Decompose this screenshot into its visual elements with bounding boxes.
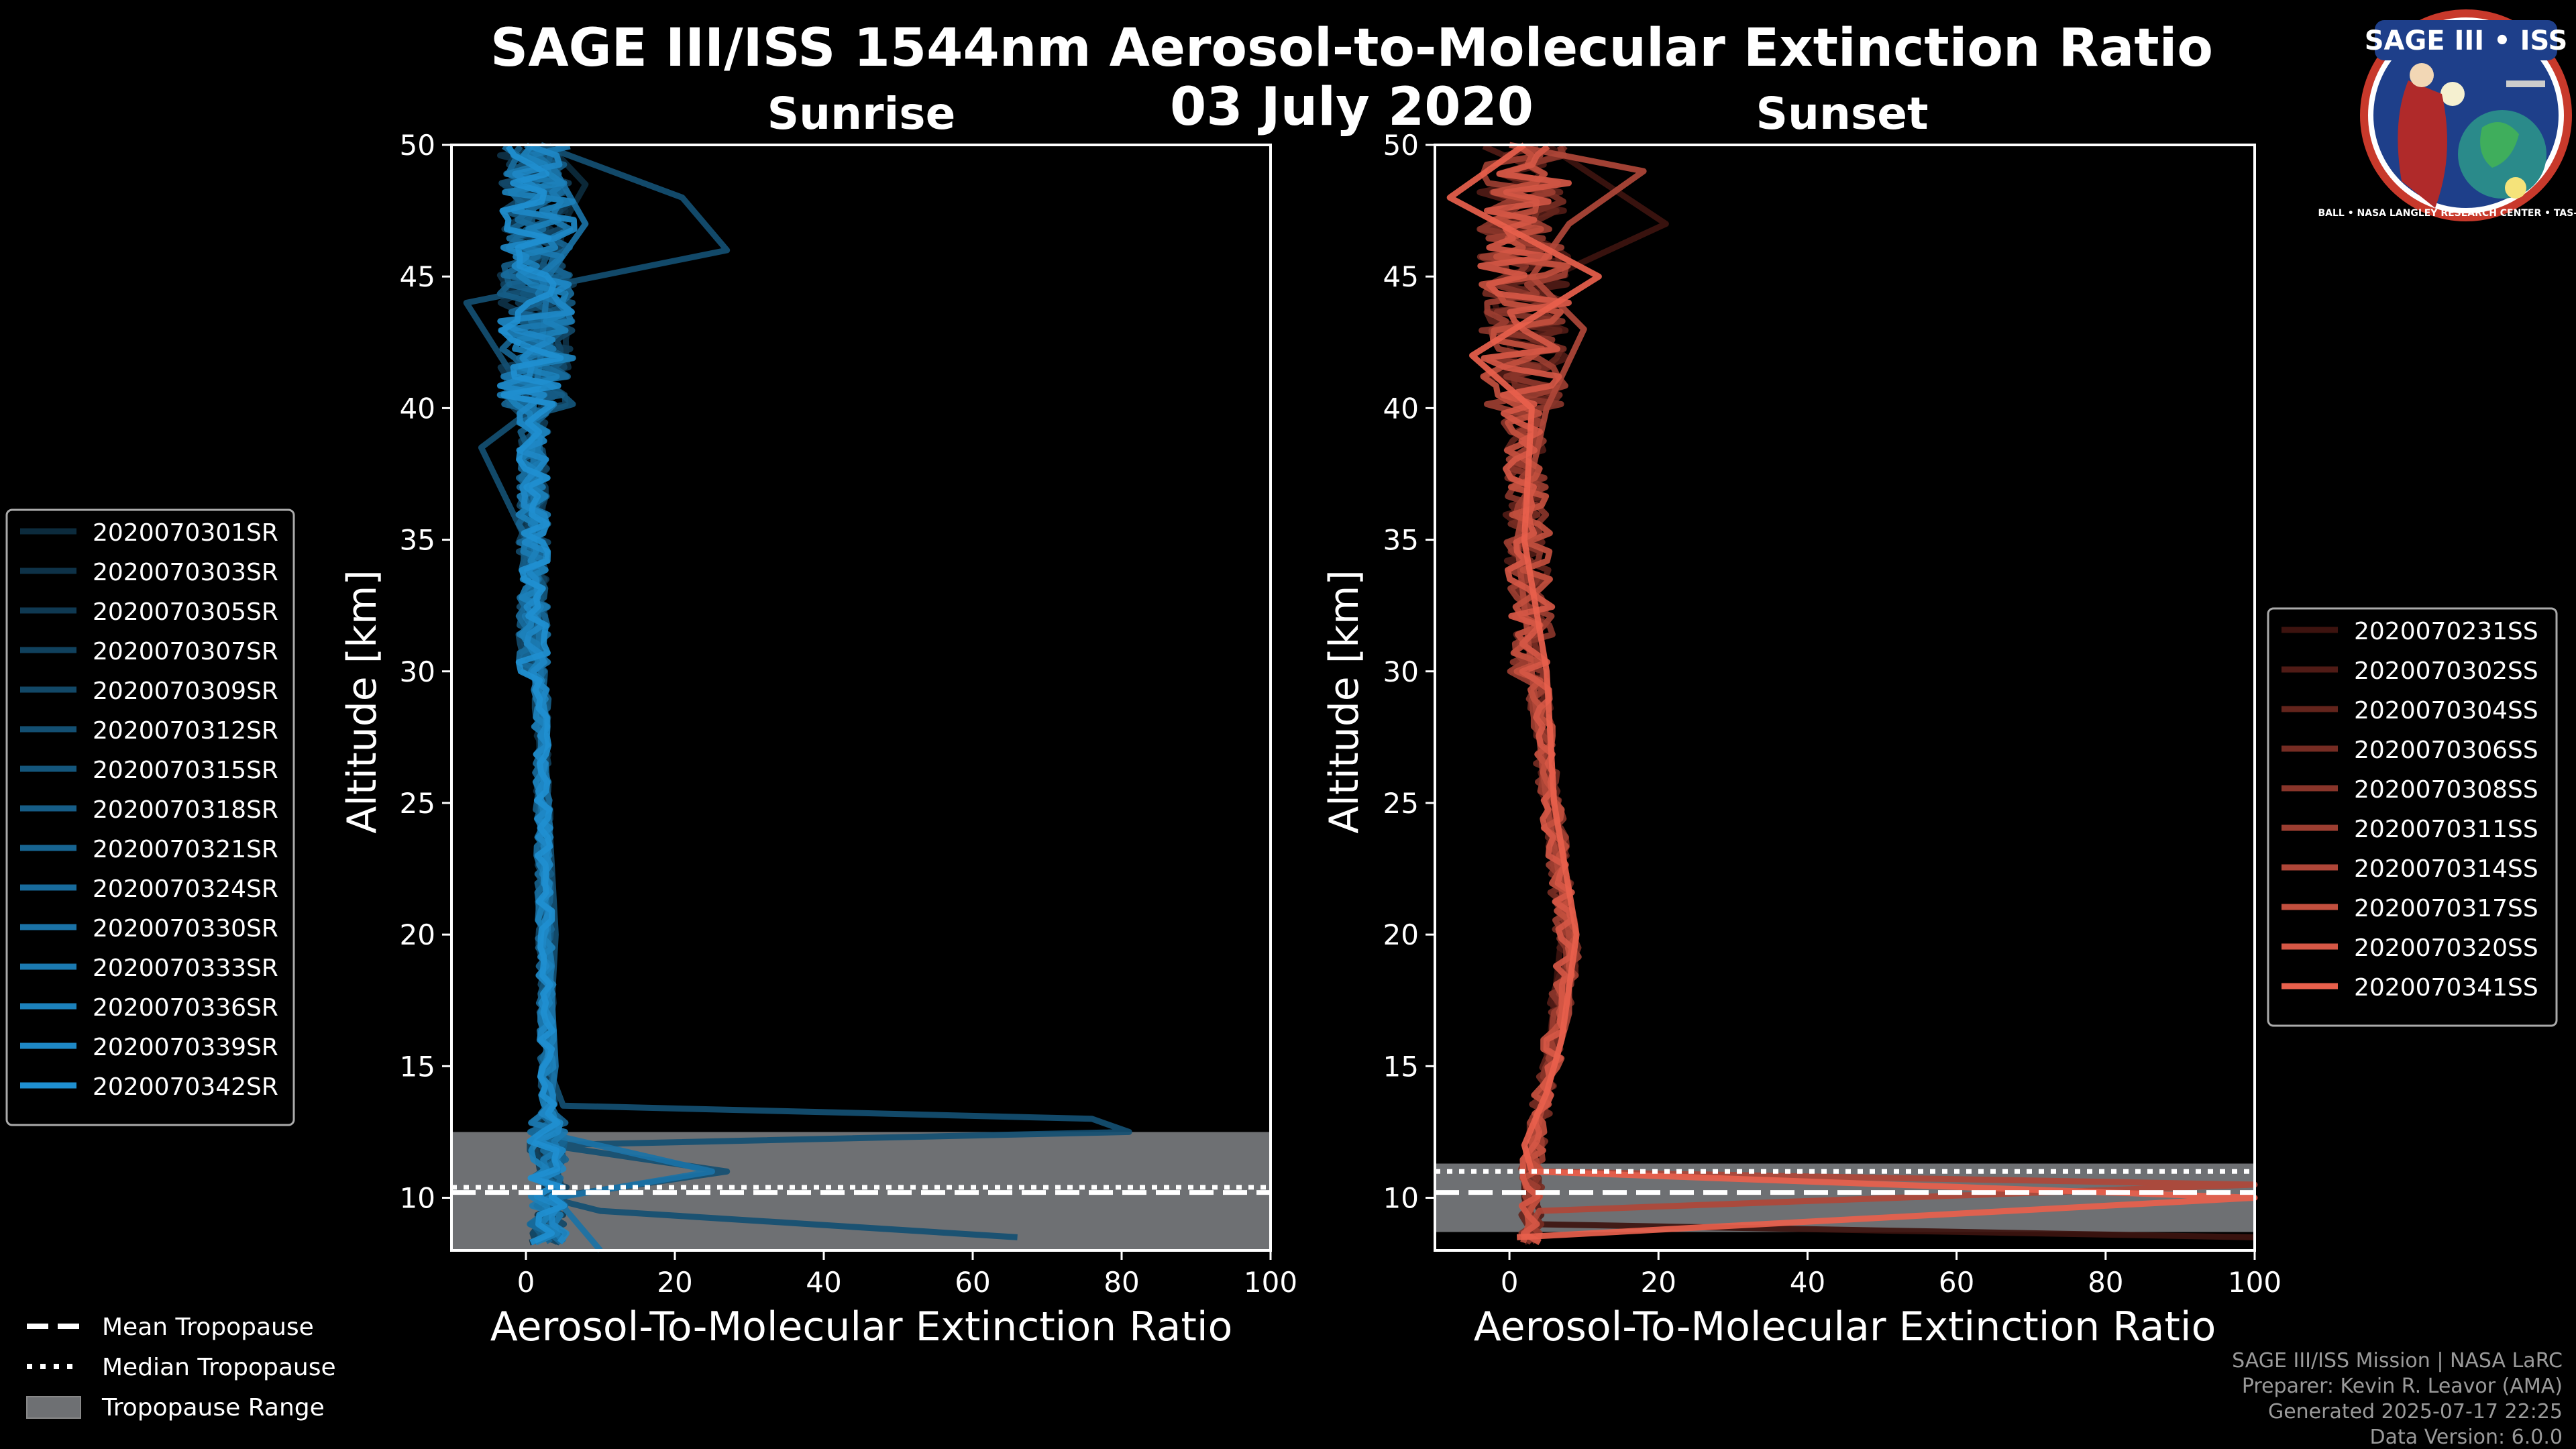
sunrise-axes-frame [450,144,1272,1252]
legend-entry-2020070307SR: 2020070307SR [93,638,278,665]
legend-range-swatch [26,1396,81,1419]
legend-entry-2020070333SR: 2020070333SR [93,955,278,982]
legend-entry-2020070308SS: 2020070308SS [2354,776,2538,804]
x-tick-label: 60 [1939,1266,1974,1299]
sunset-panel-title: Sunset [1756,88,1928,140]
credit-generated: Generated 2025-07-17 22:25 [2268,1400,2563,1424]
legend-entry-2020070320SS: 2020070320SS [2354,934,2538,962]
credit-version: Data Version: 6.0.0 [2370,1426,2563,1449]
x-tick-label: 40 [806,1266,841,1299]
logo-iss [2506,80,2545,87]
credit-preparer: Preparer: Kevin R. Leavor (AMA) [2242,1375,2563,1398]
y-tick-label: 20 [1383,918,1419,951]
logo-figure-robe [2398,80,2447,208]
y-tick-label: 25 [400,787,435,820]
y-tick-label: 50 [1383,129,1419,162]
sunrise-x-axis-label: Aerosol-To-Molecular Extinction Ratio [490,1303,1233,1350]
legend-entry-2020070306SS: 2020070306SS [2354,737,2538,764]
sage-logo: SAGE III • ISS BALL • NASA LANGLEY RESEA… [2318,9,2576,221]
y-tick-label: 35 [400,524,435,557]
credit-mission: SAGE III/ISS Mission | NASA LaRC [2232,1349,2563,1373]
y-tick-label: 40 [400,392,435,425]
x-tick-label: 0 [517,1266,535,1299]
legend-range-label: Tropopause Range [101,1394,325,1421]
legend-entry-2020070321SR: 2020070321SR [93,836,278,863]
x-tick-label: 80 [2088,1266,2123,1299]
logo-figure-head [2410,63,2434,87]
profile-line-2020070312SR [463,142,1132,1240]
x-tick-label: 20 [657,1266,692,1299]
x-tick-label: 100 [1244,1266,1297,1299]
sunset-y-axis-label: Altitude [km] [1321,570,1368,834]
figure-title: SAGE III/ISS 1544nm Aerosol-to-Molecular… [490,18,2213,78]
legend-mean-label: Mean Tropopause [102,1313,314,1341]
sunset-ticks: 0 20 40 60 80 100 10 15 20 25 30 35 40 45 50 [1383,129,2282,1299]
legend-entry-2020070318SR: 2020070318SR [93,796,278,824]
sunrise-panel: Sunrise 0 20 40 60 80 100 10 15 20 25 30 35 40 45 50 A… [339,88,1297,1350]
legend-entry-2020070312SR: 2020070312SR [93,717,278,745]
logo-land [2480,122,2519,168]
legend-entry-2020070301SR: 2020070301SR [93,519,278,547]
legend-entry-2020070309SR: 2020070309SR [93,678,278,705]
legend-entry-2020070339SR: 2020070339SR [93,1034,278,1061]
sunrise-profiles [463,142,1132,1252]
logo-sun [2505,177,2526,199]
legend-entry-2020070302SS: 2020070302SS [2354,657,2538,685]
legend-entry-2020070324SR: 2020070324SR [93,875,278,903]
figure-date: 03 July 2020 [1170,77,1534,138]
legend-frame [2267,607,2558,1027]
sunrise-ticks: 0 20 40 60 80 100 10 15 20 25 30 35 40 45 50 [400,129,1298,1299]
profile-line-2020070342SR [498,144,568,1246]
y-tick-label: 35 [1383,524,1419,557]
sunrise-y-axis-label: Altitude [km] [339,570,386,834]
legend-entry-2020070342SR: 2020070342SR [93,1073,278,1101]
y-tick-label: 10 [400,1182,435,1215]
y-tick-label: 25 [1383,787,1419,820]
y-tick-label: 40 [1383,392,1419,425]
y-tick-label: 15 [400,1050,435,1083]
x-tick-label: 40 [1790,1266,1825,1299]
legend-entry-2020070336SR: 2020070336SR [93,994,278,1022]
legend-entry-2020070315SR: 2020070315SR [93,757,278,784]
y-tick-label: 50 [400,129,435,162]
x-tick-label: 0 [1501,1266,1519,1299]
sunrise-panel-title: Sunrise [767,88,956,140]
sunset-legend: 2020070231SS 2020070302SS 2020070304SS 2020… [2267,607,2558,1027]
profile-line-2020070341SS [1446,142,2258,1240]
logo-banner [2375,20,2557,60]
y-tick-label: 30 [400,655,435,688]
legend-entry-2020070314SS: 2020070314SS [2354,855,2538,883]
y-tick-label: 45 [400,260,435,293]
credits: SAGE III/ISS Mission | NASA LaRC Prepare… [2232,1349,2563,1449]
sunset-profiles [1446,142,2258,1246]
legend-entry-2020070341SS: 2020070341SS [2354,974,2538,1002]
logo-text: SAGE III • ISS [2365,25,2568,56]
legend-entry-2020070311SS: 2020070311SS [2354,816,2538,843]
tropopause-legend: Mean Tropopause Median Tropopause Tropop… [26,1313,336,1421]
logo-moon [2440,82,2465,106]
sunset-x-axis-label: Aerosol-To-Molecular Extinction Ratio [1474,1303,2216,1350]
legend-entry-2020070231SS: 2020070231SS [2354,618,2538,645]
x-tick-label: 60 [955,1266,990,1299]
legend-entry-2020070317SS: 2020070317SS [2354,895,2538,922]
y-tick-label: 10 [1383,1182,1419,1215]
legend-median-label: Median Tropopause [102,1354,336,1381]
sunset-panel: Sunset 0 20 40 60 80 100 10 15 20 25 30 35 40 45 50 Ae… [1321,88,2282,1350]
y-tick-label: 30 [1383,655,1419,688]
legend-entry-2020070304SS: 2020070304SS [2354,697,2538,724]
x-tick-label: 100 [2228,1266,2282,1299]
legend-entry-2020070305SR: 2020070305SR [93,598,278,626]
y-tick-label: 20 [400,918,435,951]
sunrise-legend: 2020070301SR 2020070303SR 2020070305SR 2020… [5,508,295,1126]
legend-entry-2020070330SR: 2020070330SR [93,915,278,943]
legend-frame [5,508,295,1126]
y-tick-label: 45 [1383,260,1419,293]
legend-entry-2020070303SR: 2020070303SR [93,559,278,586]
sunset-axes-frame [1434,144,2256,1252]
x-tick-label: 20 [1641,1266,1676,1299]
x-tick-label: 80 [1104,1266,1139,1299]
logo-ring-text: BALL • NASA LANGLEY RESEARCH CENTER • TA… [2318,208,2576,219]
y-tick-label: 15 [1383,1050,1419,1083]
